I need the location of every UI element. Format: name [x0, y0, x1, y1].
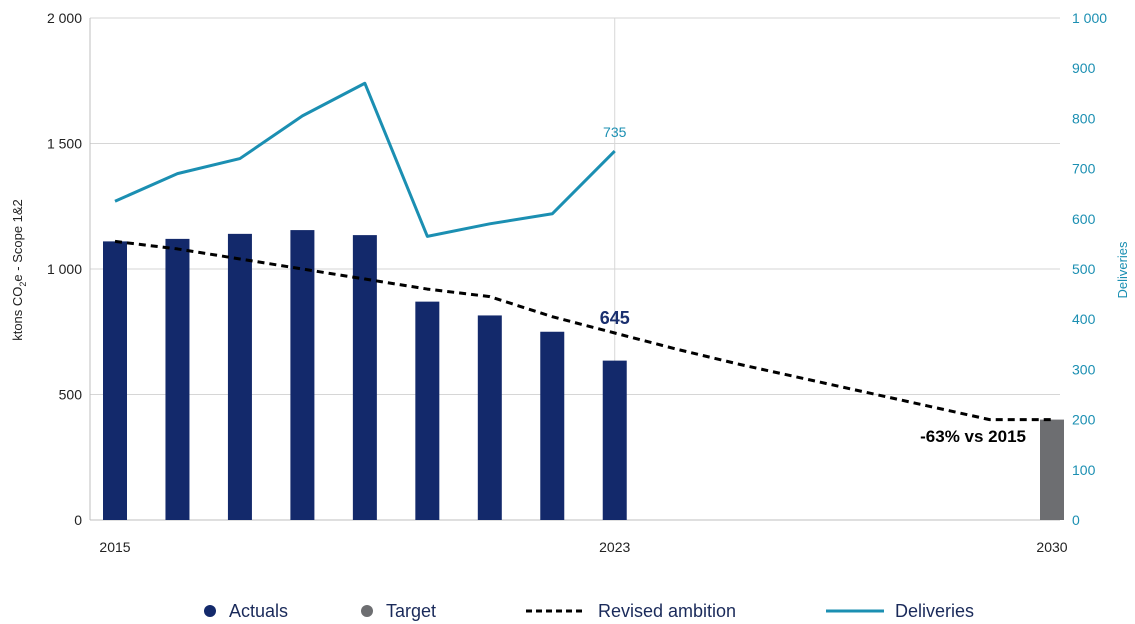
- bar-actuals-2017: [227, 233, 252, 521]
- bars: [103, 230, 1064, 521]
- annotations: 645 735 -63% vs 2015: [600, 124, 1026, 446]
- legend: Actuals Target Revised ambition Deliveri…: [204, 601, 974, 621]
- y-tick-label: 500: [59, 387, 83, 403]
- bar-actuals-2023: [602, 360, 627, 520]
- lines: [114, 81, 1052, 422]
- bar-actuals-2021: [477, 315, 502, 520]
- x-tick-label-2015: 2015: [99, 539, 130, 555]
- y2-tick-label: 300: [1072, 361, 1096, 377]
- legend-target-marker: [361, 605, 373, 617]
- y-tick-label: 1 500: [47, 136, 82, 152]
- bar-actuals-2020: [415, 301, 440, 520]
- series-line-revised-ambition: [114, 239, 1052, 422]
- y2-tick-label: 0: [1072, 512, 1080, 528]
- y2-tick-label: 700: [1072, 161, 1096, 177]
- y2-tick-label: 100: [1072, 462, 1096, 478]
- annotation-actual-2023: 645: [600, 308, 630, 328]
- annotation-target-reduction: -63% vs 2015: [920, 427, 1026, 446]
- right-axis-label: Deliveries: [1115, 241, 1130, 299]
- right-axis-ticks: 0 100 200 300 400 500 600 700 800 900 1 000: [1072, 10, 1107, 528]
- bar-actuals-2016: [165, 238, 190, 520]
- bar-actuals-2019: [352, 235, 377, 521]
- y2-tick-label: 500: [1072, 261, 1096, 277]
- y-tick-label: 2 000: [47, 10, 82, 26]
- y2-tick-label: 200: [1072, 412, 1096, 428]
- x-axis-ticks: 2015 2023 2030: [99, 539, 1067, 555]
- bar-target-2030: [1040, 419, 1064, 520]
- legend-actuals-marker: [204, 605, 216, 617]
- legend-deliveries-label: Deliveries: [895, 601, 974, 621]
- y2-tick-label: 800: [1072, 110, 1096, 126]
- bar-actuals-2015: [103, 241, 127, 520]
- x-tick-label-2023: 2023: [599, 539, 630, 555]
- y2-tick-label: 400: [1072, 311, 1096, 327]
- left-axis-ticks: 0 500 1 000 1 500 2 000: [47, 10, 82, 528]
- x-tick-label-2030: 2030: [1036, 539, 1067, 555]
- bar-actuals-2018: [290, 230, 315, 520]
- series-line-deliveries: [114, 81, 616, 238]
- annotation-deliveries-2023: 735: [603, 124, 627, 140]
- y2-tick-label: 900: [1072, 60, 1096, 76]
- y-axis-label: ktons CO2e - Scope 1&2: [10, 199, 28, 341]
- y-tick-label: 0: [74, 512, 82, 528]
- bar-actuals-2022: [540, 331, 565, 520]
- y2-tick-label: 600: [1072, 211, 1096, 227]
- legend-actuals-label: Actuals: [229, 601, 288, 621]
- legend-revised-ambition-label: Revised ambition: [598, 601, 736, 621]
- legend-target-label: Target: [386, 601, 436, 621]
- y2-tick-label: 1 000: [1072, 10, 1107, 26]
- y-tick-label: 1 000: [47, 261, 82, 277]
